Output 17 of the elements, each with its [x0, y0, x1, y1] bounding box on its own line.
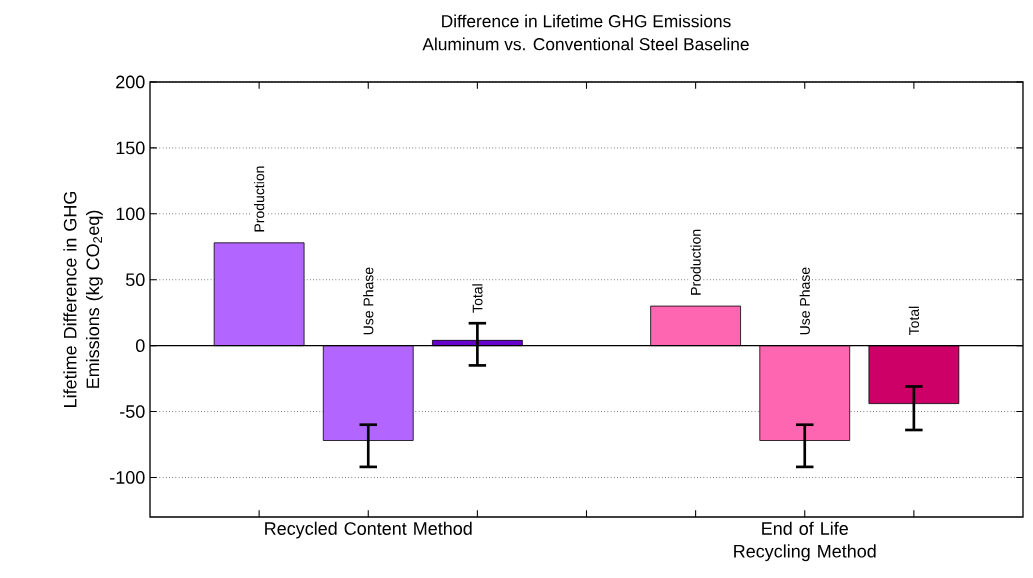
text: Total	[908, 306, 920, 336]
y-tick-label: 100	[116, 207, 145, 221]
y-tick-label: 50	[125, 273, 145, 287]
y-tick-label: 0	[136, 339, 145, 352]
y-tick-label: -50	[120, 405, 145, 418]
text: Production	[690, 229, 701, 295]
x-tick-label: End of Life Recycling Method	[734, 521, 876, 562]
y-tick-label: 150	[116, 141, 145, 155]
chart-title: Difference in Lifetime GHG Emissions	[442, 14, 731, 28]
text: Use Phase	[363, 267, 374, 335]
text: Total	[472, 284, 483, 313]
x-tick-label: Recycled Content Method	[265, 521, 472, 539]
y-tick-label: 200	[116, 75, 145, 89]
text: Production	[253, 166, 265, 232]
chart-subtitle: Aluminum vs. Conventional Steel Baseline	[422, 37, 749, 51]
text: Use Phase	[799, 267, 810, 335]
y-tick-label: -100	[110, 471, 145, 484]
